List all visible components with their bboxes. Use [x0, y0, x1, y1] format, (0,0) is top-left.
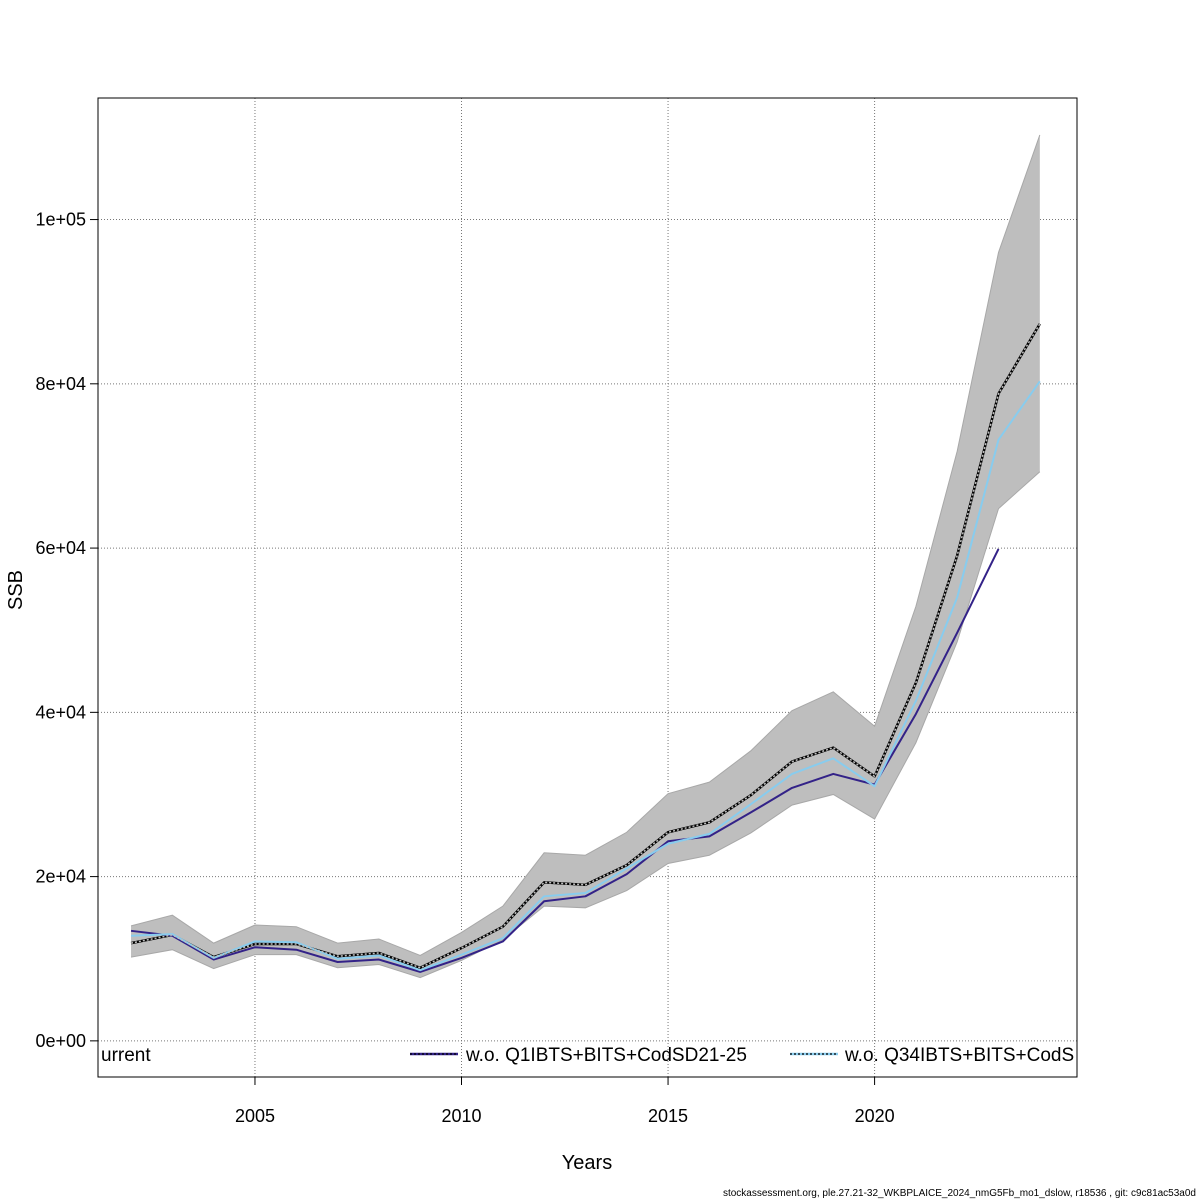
series-wo-q34ibts-line [131, 380, 1041, 972]
confidence-band-layer [130, 134, 1041, 979]
y-tick-label: 2e+04 [35, 867, 86, 887]
y-tick-label: 6e+04 [35, 538, 86, 558]
y-tick-label: 8e+04 [35, 374, 86, 394]
series-layer [130, 323, 1041, 973]
x-tick-label: 2010 [441, 1106, 481, 1126]
y-axis-label: SSB [5, 570, 27, 610]
band-upper-edge [130, 134, 1041, 956]
band-lower-edge [130, 471, 1041, 979]
x-tick-label: 2020 [855, 1106, 895, 1126]
legend-label-current: urrent [101, 1045, 151, 1066]
footer-note: stockassessment.org, ple.27.21-32_WKBPLA… [723, 1188, 1196, 1199]
plot-frame [97, 97, 1078, 1078]
series-wo-q1ibts-line [130, 548, 1000, 973]
x-tick-label: 2005 [235, 1106, 275, 1126]
y-axis: 0e+00 2e+04 4e+04 6e+04 8e+04 1e+05 [35, 210, 98, 1051]
x-axis-label: Years [562, 1152, 612, 1174]
confidence-band [131, 134, 1040, 978]
legend-label-q34ibts: w.o. Q34IBTS+BITS+CodS [844, 1045, 1074, 1066]
y-tick-label: 4e+04 [35, 702, 86, 722]
legend-label-q1ibts: w.o. Q1IBTS+BITS+CodSD21-25 [465, 1045, 747, 1066]
y-tick-label: 1e+05 [35, 210, 86, 230]
series-current-dotted [130, 323, 1041, 969]
legend: urrent w.o. Q1IBTS+BITS+CodSD21-25 w.o. Q3… [101, 1045, 1074, 1066]
y-tick-label: 0e+00 [35, 1031, 86, 1051]
x-axis: 2005 2010 2015 2020 [235, 1077, 895, 1126]
x-tick-label: 2015 [648, 1106, 688, 1126]
